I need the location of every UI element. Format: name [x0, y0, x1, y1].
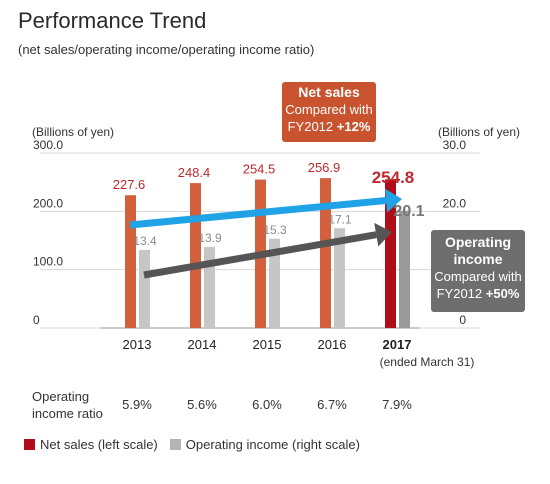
chart-subtitle: (net sales/operating income/operating in… [18, 42, 315, 57]
ratio-value: 5.6% [187, 397, 217, 412]
data-label-net-sales: 256.9 [308, 160, 341, 175]
data-label-net-sales: 254.5 [243, 162, 276, 177]
legend-swatch-net-sales [24, 439, 35, 450]
operating-income-callout: Operating income Compared with FY2012 +5… [431, 230, 525, 312]
bar-operating-income [269, 238, 280, 328]
x-tick-label: 2016 [318, 337, 347, 352]
bar-net-sales [385, 179, 396, 328]
bar-net-sales [320, 178, 331, 328]
operating-income-callout-value: +50% [485, 286, 520, 301]
trend-arrow-operating-income-shaft [143, 231, 377, 279]
ratio-row-label: Operating income ratio [32, 388, 103, 422]
operating-income-callout-prefix: FY2012 [436, 286, 486, 301]
data-label-operating-income: 13.4 [133, 234, 157, 248]
x-tick-label: 2013 [123, 337, 152, 352]
legend-label-net-sales: Net sales (left scale) [40, 437, 158, 452]
operating-income-callout-title-1: Operating [444, 234, 512, 250]
ratio-value: 6.7% [317, 397, 347, 412]
data-label-operating-income: 13.9 [198, 231, 222, 245]
bar-operating-income [334, 228, 345, 328]
net-sales-callout-line2: Compared with [285, 102, 373, 117]
bar-net-sales [190, 183, 201, 328]
net-sales-callout-prefix: FY2012 [287, 119, 337, 134]
ratio-label-line2: income ratio [32, 406, 103, 421]
operating-income-callout-title-2: income [453, 251, 503, 267]
trend-arrow-net-sales-head [384, 188, 402, 213]
y-tick-label-left: 200.0 [33, 196, 63, 210]
data-label-operating-income: 20.1 [393, 203, 424, 220]
y-tick-label-left: 100.0 [33, 255, 63, 269]
net-sales-callout-value: +12% [336, 119, 371, 134]
ratio-value: 5.9% [122, 397, 152, 412]
y-tick-label-right: 20.0 [443, 196, 467, 210]
legend: Net sales (left scale) Operating income … [24, 437, 360, 452]
bar-operating-income [139, 249, 150, 328]
operating-income-callout-line3: Compared with [434, 269, 522, 284]
trend-arrow-operating-income-head [374, 222, 392, 247]
ratio-value: 6.0% [252, 397, 282, 412]
y-axis-label-right: (Billions of yen) [438, 125, 520, 139]
x-axis-note: (ended March 31) [380, 355, 475, 369]
y-tick-label-left: 300.0 [33, 138, 63, 152]
trend-arrow-net-sales-shaft [129, 197, 387, 229]
x-tick-label: 2017 [383, 337, 412, 352]
y-tick-label-left: 0 [33, 313, 40, 327]
data-label-net-sales: 248.4 [178, 165, 211, 180]
x-tick-label: 2014 [188, 337, 217, 352]
data-label-net-sales: 254.8 [372, 168, 415, 187]
y-tick-label-right: 30.0 [443, 138, 467, 152]
ratio-value: 7.9% [382, 397, 412, 412]
legend-swatch-operating-income [169, 439, 181, 450]
data-label-net-sales: 227.6 [113, 177, 146, 192]
net-sales-callout: Net sales Compared with FY2012 +12% [282, 82, 376, 142]
y-tick-label-right: 0 [459, 313, 466, 327]
data-label-operating-income: 15.3 [263, 223, 287, 237]
ratio-label-line1: Operating [32, 389, 90, 404]
bar-operating-income [204, 246, 215, 328]
chart-title: Performance Trend [18, 8, 207, 33]
data-label-operating-income: 17.1 [328, 212, 352, 226]
x-tick-label: 2015 [253, 337, 282, 352]
legend-label-operating-income: Operating income (right scale) [185, 437, 360, 452]
y-axis-label-left: (Billions of yen) [32, 125, 114, 139]
bar-operating-income [399, 210, 410, 328]
net-sales-callout-title: Net sales [298, 84, 360, 100]
bar-net-sales [125, 195, 136, 328]
